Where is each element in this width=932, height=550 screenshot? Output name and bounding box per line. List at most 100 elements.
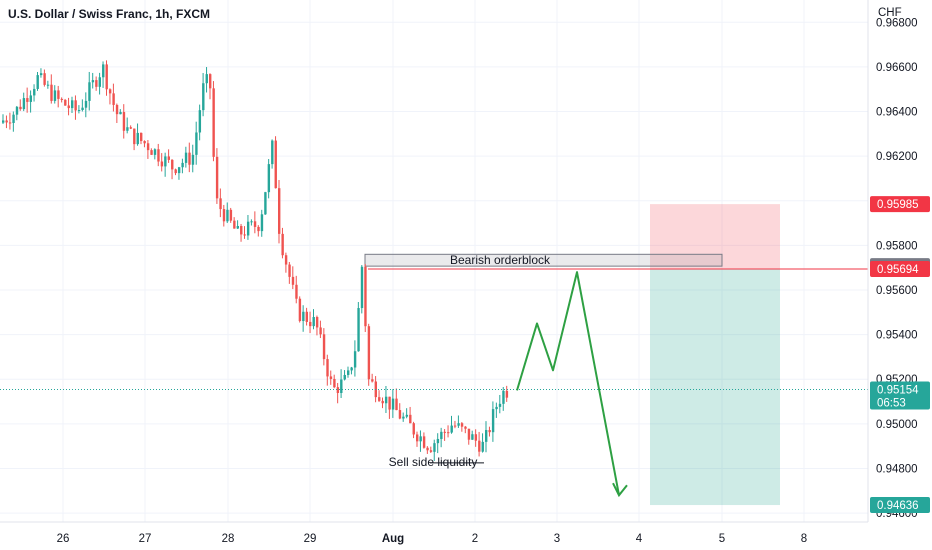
candle-body xyxy=(429,450,433,452)
candle-body xyxy=(26,98,29,102)
candle-body xyxy=(5,120,8,123)
chart-title: U.S. Dollar / Swiss Franc, 1h, FXCM xyxy=(8,7,210,21)
candle-body xyxy=(460,423,464,427)
candle-body xyxy=(312,317,315,327)
candle-body xyxy=(198,110,202,133)
candle-body xyxy=(184,152,188,163)
candle-body xyxy=(57,90,60,99)
candle-body xyxy=(353,351,357,368)
candle-body xyxy=(64,99,67,106)
candle-body xyxy=(274,140,277,189)
x-tick-label: 2 xyxy=(472,533,478,545)
candle-body xyxy=(160,161,164,167)
x-tick-label: 5 xyxy=(719,533,725,545)
candle-body xyxy=(426,447,429,451)
candle-body xyxy=(284,255,288,265)
candle-body xyxy=(119,112,122,115)
price-tag-label: 0.94636 xyxy=(877,500,919,512)
candle-body xyxy=(29,95,32,102)
candle-body xyxy=(174,169,177,174)
candle-body xyxy=(381,400,384,404)
candle-body xyxy=(150,150,153,155)
candle-body xyxy=(240,226,243,235)
projection-arrowhead xyxy=(612,482,628,498)
candle-body xyxy=(367,326,371,380)
candle-body xyxy=(212,88,215,157)
candle-body xyxy=(343,374,346,380)
candle-body xyxy=(164,156,167,167)
candle-body xyxy=(15,106,19,115)
candle-body xyxy=(302,311,305,322)
candle-body xyxy=(153,149,157,155)
y-tick-label: 0.95400 xyxy=(876,330,918,342)
candle-body xyxy=(378,397,381,401)
candle-body xyxy=(457,423,460,426)
candle-body xyxy=(236,226,239,229)
grid xyxy=(0,0,868,522)
candle-body xyxy=(329,376,333,379)
candle-body xyxy=(347,370,350,375)
candle-body xyxy=(112,93,115,105)
candle-body xyxy=(474,434,478,441)
x-tick-label: 4 xyxy=(636,533,643,545)
y-tick-label: 0.95600 xyxy=(876,285,918,297)
candle-body xyxy=(495,406,498,410)
y-tick-label: 0.96600 xyxy=(876,62,918,74)
candle-body xyxy=(319,327,322,335)
x-tick-label: 28 xyxy=(222,533,235,545)
candle-body xyxy=(250,221,253,223)
candle-body xyxy=(226,209,229,222)
candle-body xyxy=(126,127,129,131)
candle-body xyxy=(215,156,219,199)
candle-body xyxy=(74,100,77,111)
price-tag-label: 0.95985 xyxy=(877,199,919,211)
currency-label: CHF xyxy=(878,7,902,19)
candle-body xyxy=(371,379,374,382)
candle-body xyxy=(22,98,26,110)
candle-body xyxy=(133,128,136,145)
candle-body xyxy=(143,141,146,144)
candle-body xyxy=(81,107,84,111)
candle-body xyxy=(350,367,353,371)
price-tag-box xyxy=(870,497,930,514)
candle-body xyxy=(295,284,298,299)
candle-body xyxy=(243,234,246,236)
candle-body xyxy=(253,221,257,227)
candle-body xyxy=(433,443,436,452)
candle-body xyxy=(209,74,212,89)
candle-body xyxy=(360,266,364,309)
candle-body xyxy=(246,221,250,236)
candle-body xyxy=(233,220,236,229)
price-tag-label: 0.95694 xyxy=(877,264,919,276)
candle-body xyxy=(177,167,181,174)
candle-body xyxy=(402,416,405,419)
candle-body xyxy=(502,390,505,404)
candle-body xyxy=(157,149,160,162)
candle-body xyxy=(53,90,57,101)
candle-body xyxy=(105,64,108,90)
candle-body xyxy=(326,359,329,377)
candle-body xyxy=(115,104,119,115)
candle-body xyxy=(95,80,98,87)
candle-body xyxy=(478,440,481,452)
x-tick-label: Aug xyxy=(382,533,404,545)
candle-body xyxy=(129,127,133,129)
candle-body xyxy=(419,436,422,442)
price-tag-box xyxy=(870,381,930,410)
candle-body xyxy=(453,425,457,427)
candle-body xyxy=(146,143,150,151)
candle-body xyxy=(481,441,484,452)
candle-body xyxy=(391,398,395,410)
candle-body xyxy=(257,226,260,232)
y-tick-label: 0.95800 xyxy=(876,240,918,252)
x-tick-label: 8 xyxy=(801,533,807,545)
candle-body xyxy=(2,120,5,123)
candle-body xyxy=(340,379,343,393)
candle-body xyxy=(409,414,412,424)
x-tick-label: 3 xyxy=(554,533,560,545)
candle-body xyxy=(171,159,174,170)
candle-body xyxy=(440,431,443,439)
candle-body xyxy=(191,154,195,165)
candle-body xyxy=(181,162,184,168)
